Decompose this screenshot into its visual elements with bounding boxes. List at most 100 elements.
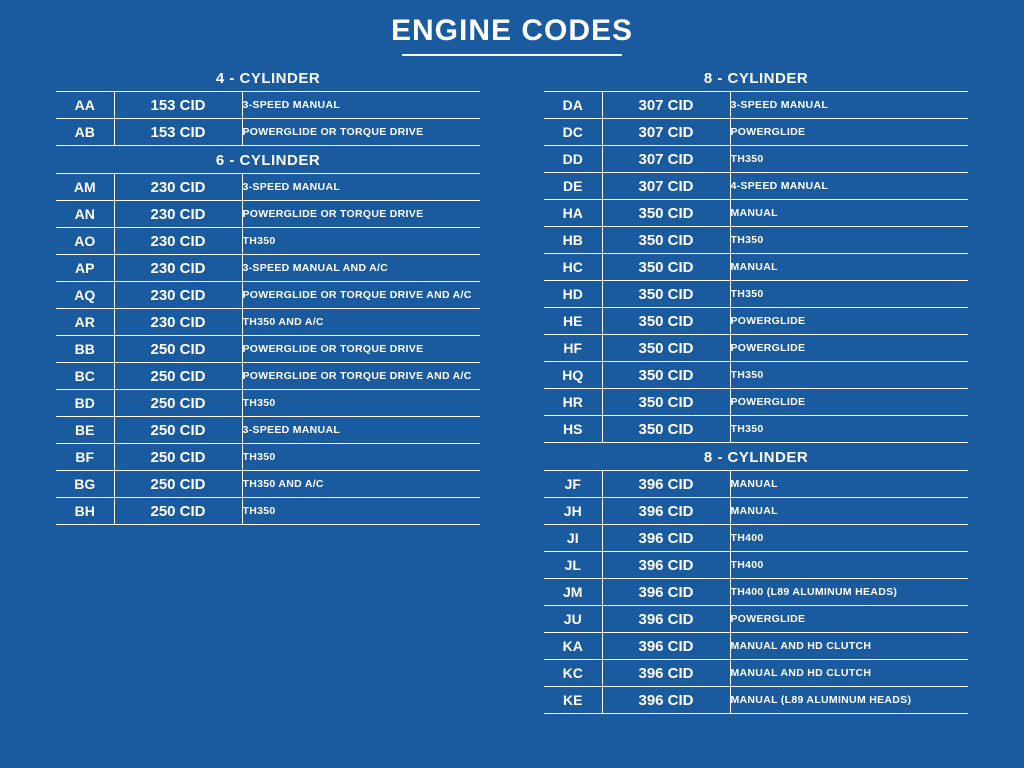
engine-cid: 396 CID	[602, 633, 730, 660]
table-row: BB250 CIDPOWERGLIDE OR TORQUE DRIVE	[56, 336, 480, 363]
engine-code: HR	[544, 389, 602, 416]
engine-code: AO	[56, 228, 114, 255]
engine-cid: 396 CID	[602, 606, 730, 633]
table-row: DD307 CIDTH350	[544, 146, 968, 173]
engine-desc: POWERGLIDE OR TORQUE DRIVE	[242, 201, 480, 228]
engine-code: BD	[56, 390, 114, 417]
engine-desc: TH350 AND A/C	[242, 309, 480, 336]
engine-code-table: AM230 CID3-SPEED MANUALAN230 CIDPOWERGLI…	[56, 173, 480, 525]
left-column: 4 - CYLINDERAA153 CID3-SPEED MANUALAB153…	[56, 64, 480, 714]
engine-code: JF	[544, 471, 602, 498]
table-row: BD250 CIDTH350	[56, 390, 480, 417]
engine-desc: TH350	[730, 146, 968, 173]
section-header: 8 - CYLINDER	[544, 64, 968, 91]
engine-cid: 396 CID	[602, 552, 730, 579]
engine-cid: 230 CID	[114, 282, 242, 309]
engine-desc: 4-SPEED MANUAL	[730, 173, 968, 200]
engine-cid: 307 CID	[602, 119, 730, 146]
engine-desc: POWERGLIDE	[730, 606, 968, 633]
engine-desc: MANUAL AND HD CLUTCH	[730, 633, 968, 660]
table-row: JU396 CIDPOWERGLIDE	[544, 606, 968, 633]
table-row: JI396 CIDTH400	[544, 525, 968, 552]
engine-code: AN	[56, 201, 114, 228]
engine-desc: 3-SPEED MANUAL	[730, 92, 968, 119]
engine-code: KA	[544, 633, 602, 660]
engine-code: BB	[56, 336, 114, 363]
engine-cid: 396 CID	[602, 687, 730, 714]
engine-desc: MANUAL	[730, 498, 968, 525]
engine-desc: MANUAL	[730, 200, 968, 227]
engine-cid: 350 CID	[602, 362, 730, 389]
engine-code: JI	[544, 525, 602, 552]
table-row: DE307 CID4-SPEED MANUAL	[544, 173, 968, 200]
engine-cid: 350 CID	[602, 308, 730, 335]
engine-cid: 396 CID	[602, 525, 730, 552]
engine-desc: MANUAL (L89 ALUMINUM HEADS)	[730, 687, 968, 714]
engine-code: HS	[544, 416, 602, 443]
table-row: AQ230 CIDPOWERGLIDE OR TORQUE DRIVE AND …	[56, 282, 480, 309]
engine-desc: TH400	[730, 525, 968, 552]
table-row: HC350 CIDMANUAL	[544, 254, 968, 281]
engine-desc: 3-SPEED MANUAL	[242, 417, 480, 444]
engine-code: BF	[56, 444, 114, 471]
engine-cid: 307 CID	[602, 92, 730, 119]
engine-code: KC	[544, 660, 602, 687]
engine-code: DA	[544, 92, 602, 119]
engine-desc: MANUAL	[730, 471, 968, 498]
engine-cid: 250 CID	[114, 417, 242, 444]
table-row: HD350 CIDTH350	[544, 281, 968, 308]
engine-code-table: DA307 CID3-SPEED MANUALDC307 CIDPOWERGLI…	[544, 91, 968, 443]
table-row: HA350 CIDMANUAL	[544, 200, 968, 227]
table-row: BG250 CIDTH350 AND A/C	[56, 471, 480, 498]
engine-desc: TH400	[730, 552, 968, 579]
engine-desc: TH350	[242, 390, 480, 417]
engine-code: BH	[56, 498, 114, 525]
engine-cid: 250 CID	[114, 471, 242, 498]
engine-desc: MANUAL AND HD CLUTCH	[730, 660, 968, 687]
table-row: KE396 CIDMANUAL (L89 ALUMINUM HEADS)	[544, 687, 968, 714]
engine-code-table: JF396 CIDMANUALJH396 CIDMANUALJI396 CIDT…	[544, 470, 968, 714]
table-row: BC250 CIDPOWERGLIDE OR TORQUE DRIVE AND …	[56, 363, 480, 390]
engine-cid: 250 CID	[114, 336, 242, 363]
engine-cid: 350 CID	[602, 389, 730, 416]
engine-code: JH	[544, 498, 602, 525]
table-row: AN230 CIDPOWERGLIDE OR TORQUE DRIVE	[56, 201, 480, 228]
engine-cid: 250 CID	[114, 363, 242, 390]
table-row: HR350 CIDPOWERGLIDE	[544, 389, 968, 416]
engine-cid: 250 CID	[114, 444, 242, 471]
engine-code: DC	[544, 119, 602, 146]
columns-wrapper: 4 - CYLINDERAA153 CID3-SPEED MANUALAB153…	[0, 64, 1024, 714]
engine-desc: 3-SPEED MANUAL AND A/C	[242, 255, 480, 282]
table-row: BH250 CIDTH350	[56, 498, 480, 525]
engine-cid: 230 CID	[114, 255, 242, 282]
engine-cid: 396 CID	[602, 498, 730, 525]
engine-code: HA	[544, 200, 602, 227]
engine-code: AB	[56, 119, 114, 146]
page-title: ENGINE CODES	[0, 0, 1024, 54]
engine-code: AR	[56, 309, 114, 336]
table-row: AA153 CID3-SPEED MANUAL	[56, 92, 480, 119]
engine-code: JL	[544, 552, 602, 579]
table-row: KA396 CIDMANUAL AND HD CLUTCH	[544, 633, 968, 660]
engine-code: JU	[544, 606, 602, 633]
engine-desc: POWERGLIDE OR TORQUE DRIVE	[242, 336, 480, 363]
engine-desc: POWERGLIDE	[730, 389, 968, 416]
title-underline	[402, 54, 622, 56]
table-row: KC396 CIDMANUAL AND HD CLUTCH	[544, 660, 968, 687]
engine-cid: 153 CID	[114, 119, 242, 146]
engine-code: BG	[56, 471, 114, 498]
engine-code: BC	[56, 363, 114, 390]
table-row: HB350 CIDTH350	[544, 227, 968, 254]
engine-cid: 230 CID	[114, 228, 242, 255]
engine-desc: POWERGLIDE OR TORQUE DRIVE	[242, 119, 480, 146]
engine-cid: 396 CID	[602, 579, 730, 606]
table-row: JH396 CIDMANUAL	[544, 498, 968, 525]
table-row: AB153 CIDPOWERGLIDE OR TORQUE DRIVE	[56, 119, 480, 146]
engine-code: HQ	[544, 362, 602, 389]
engine-desc: MANUAL	[730, 254, 968, 281]
engine-desc: TH350	[730, 281, 968, 308]
table-row: DA307 CID3-SPEED MANUAL	[544, 92, 968, 119]
engine-desc: TH400 (L89 ALUMINUM HEADS)	[730, 579, 968, 606]
engine-cid: 350 CID	[602, 227, 730, 254]
engine-code: DD	[544, 146, 602, 173]
